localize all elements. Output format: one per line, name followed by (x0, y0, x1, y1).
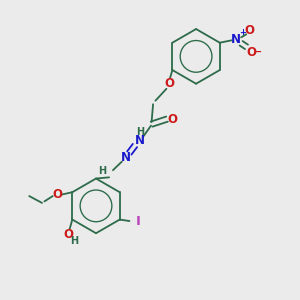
Text: −: − (254, 47, 262, 57)
Text: O: O (167, 112, 177, 126)
Text: O: O (244, 24, 254, 37)
Text: N: N (121, 151, 131, 164)
Text: H: H (98, 167, 106, 176)
Text: O: O (164, 77, 174, 90)
Text: I: I (135, 214, 140, 227)
Text: +: + (239, 28, 246, 38)
Text: H: H (136, 127, 144, 136)
Text: H: H (70, 236, 78, 246)
Text: O: O (246, 46, 256, 59)
Text: N: N (231, 33, 241, 46)
Text: O: O (53, 188, 63, 201)
Text: O: O (64, 228, 74, 241)
Text: N: N (135, 134, 145, 147)
